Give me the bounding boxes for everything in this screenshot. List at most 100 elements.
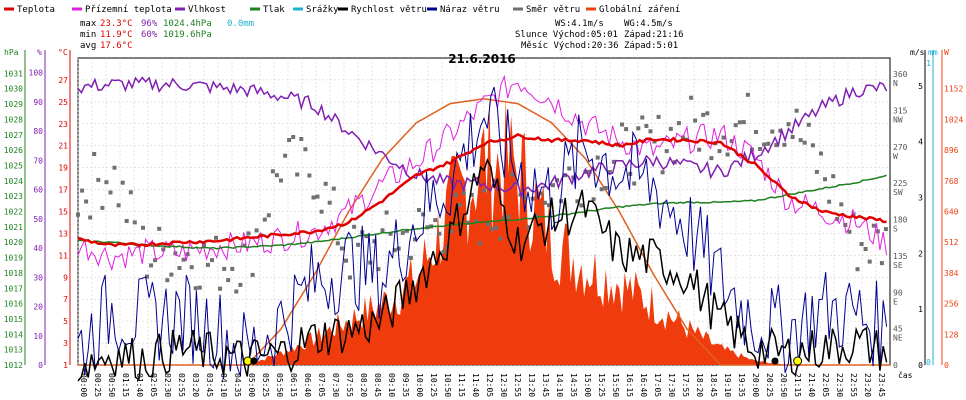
wind-direction-point xyxy=(214,235,218,240)
time-axis-label: čas xyxy=(898,370,913,380)
x-tick-label: 02:05 xyxy=(149,373,158,397)
wind-direction-point xyxy=(660,170,665,175)
stat-min-label: min xyxy=(80,30,96,40)
pressure-tick-label: 1026 xyxy=(4,146,23,155)
wind-direction-point xyxy=(104,180,109,185)
wind-direction-point xyxy=(835,216,840,221)
wind-gust-line xyxy=(77,86,888,379)
x-tick-label: 00:00 xyxy=(79,373,88,397)
x-tick-label: 22:55 xyxy=(849,373,858,397)
wind-direction-point xyxy=(494,225,499,230)
wind-direction-point xyxy=(806,122,811,127)
wind-direction-point xyxy=(169,272,174,277)
temperature-tick-label: 23 xyxy=(58,120,68,129)
x-tick-label: 22:05 xyxy=(821,373,830,397)
wind-direction-point xyxy=(587,169,592,174)
wind-direction-point xyxy=(778,128,783,133)
wind-direction-point xyxy=(693,118,698,123)
x-tick-label: 01:15 xyxy=(121,373,130,397)
radiation-tick-label: 256 xyxy=(944,300,959,309)
wind-speed-tick-label: 1 xyxy=(918,305,923,314)
axes-layer: hPa% °C1031103010291028102710261025102410… xyxy=(4,48,964,397)
wind-direction-point xyxy=(246,231,251,236)
wind-direction-point xyxy=(262,217,267,222)
moonset-marker xyxy=(250,357,258,365)
wind-direction-point xyxy=(680,135,685,140)
wind-direction-point xyxy=(477,241,482,246)
wind-direction-point xyxy=(205,262,210,267)
wind-direction-point xyxy=(721,135,726,140)
temperature-tick-label: 21 xyxy=(58,142,68,151)
pressure-tick-label: 1015 xyxy=(4,315,23,324)
wind-speed-tick-label: 2 xyxy=(918,249,923,258)
pressure-tick-label: 1030 xyxy=(4,85,23,94)
wind-direction-point xyxy=(640,115,645,120)
x-tick-label: 13:45 xyxy=(541,373,550,397)
wind-direction-point xyxy=(827,199,832,204)
legend: Teplota Přízemní teplota Vlhkost Tlak Srážky… xyxy=(4,5,680,15)
wind-direction-point xyxy=(453,193,458,197)
x-tick-label: 10:25 xyxy=(429,373,438,397)
wind-direction-point xyxy=(802,140,807,145)
wind-direction-point xyxy=(810,143,815,148)
x-tick-label: 10:00 xyxy=(415,373,424,397)
wind-direction-point xyxy=(823,177,827,182)
wind-direction-point xyxy=(729,139,734,144)
wind-direction-tick-label: NW xyxy=(893,116,903,125)
temperature-tick-label: 27 xyxy=(58,76,68,85)
stat-min-press: 1019.6hPa xyxy=(163,30,212,40)
wind-direction-point xyxy=(522,195,527,200)
wind-direction-point xyxy=(579,203,584,208)
wind-direction-point xyxy=(831,174,836,179)
pressure-tick-label: 1027 xyxy=(4,131,23,140)
radiation-tick-label: 896 xyxy=(944,146,959,155)
wind-direction-point xyxy=(100,205,105,210)
x-tick-label: 17:05 xyxy=(653,373,662,397)
temperature-axis-unit: °C xyxy=(58,48,68,57)
wind-direction-point xyxy=(656,114,661,119)
wind-direction-point xyxy=(339,246,344,251)
wind-speed-tick-label: 4 xyxy=(918,138,923,147)
wind-direction-point xyxy=(380,228,385,233)
stat-max-press: 1024.4hPa xyxy=(163,19,212,29)
pressure-tick-label: 1021 xyxy=(4,223,23,232)
wind-direction-point xyxy=(814,169,819,174)
x-tick-label: 04:35 xyxy=(233,373,242,397)
wind-direction-point xyxy=(153,258,158,263)
wind-gust-info: WG:4.5m/s xyxy=(624,19,673,29)
pressure-tick-label: 1029 xyxy=(4,100,23,109)
radiation-tick-label: 1024 xyxy=(944,115,963,124)
wind-direction-point xyxy=(335,241,340,246)
stat-min-hum: 60% xyxy=(141,30,158,40)
x-tick-label: 01:40 xyxy=(135,373,144,397)
x-tick-label: 16:40 xyxy=(639,373,648,397)
wind-direction-point xyxy=(611,159,616,164)
wind-direction-point xyxy=(279,178,283,183)
wind-direction-point xyxy=(859,242,864,246)
wind-direction-point xyxy=(396,246,401,251)
wind-direction-point xyxy=(181,257,186,262)
wind-axis-unit: m/s xyxy=(910,48,925,57)
x-tick-label: 20:00 xyxy=(751,373,760,397)
x-tick-label: 21:40 xyxy=(807,373,816,397)
temperature-tick-label: 17 xyxy=(58,186,68,195)
wind-direction-point xyxy=(230,266,235,271)
pressure-tick-label: 1018 xyxy=(4,269,23,278)
wind-direction-point xyxy=(197,285,202,290)
wind-direction-point xyxy=(88,215,93,220)
wind-direction-point xyxy=(664,149,669,154)
wind-direction-point xyxy=(80,188,85,193)
wind-direction-point xyxy=(141,225,145,230)
x-tick-label: 19:10 xyxy=(723,373,732,397)
wind-direction-point xyxy=(331,186,336,191)
stat-max-temp: 23.3°C xyxy=(100,19,133,29)
moonrise-marker xyxy=(771,357,779,365)
legend-label: Globální záření xyxy=(599,5,680,15)
wind-direction-point xyxy=(770,129,775,134)
radiation-axis-unit: W xyxy=(944,48,949,57)
wind-direction-point xyxy=(356,242,361,247)
wind-direction-point xyxy=(607,170,612,175)
wind-direction-point xyxy=(490,226,495,231)
radiation-tick-label: 0 xyxy=(944,361,949,370)
